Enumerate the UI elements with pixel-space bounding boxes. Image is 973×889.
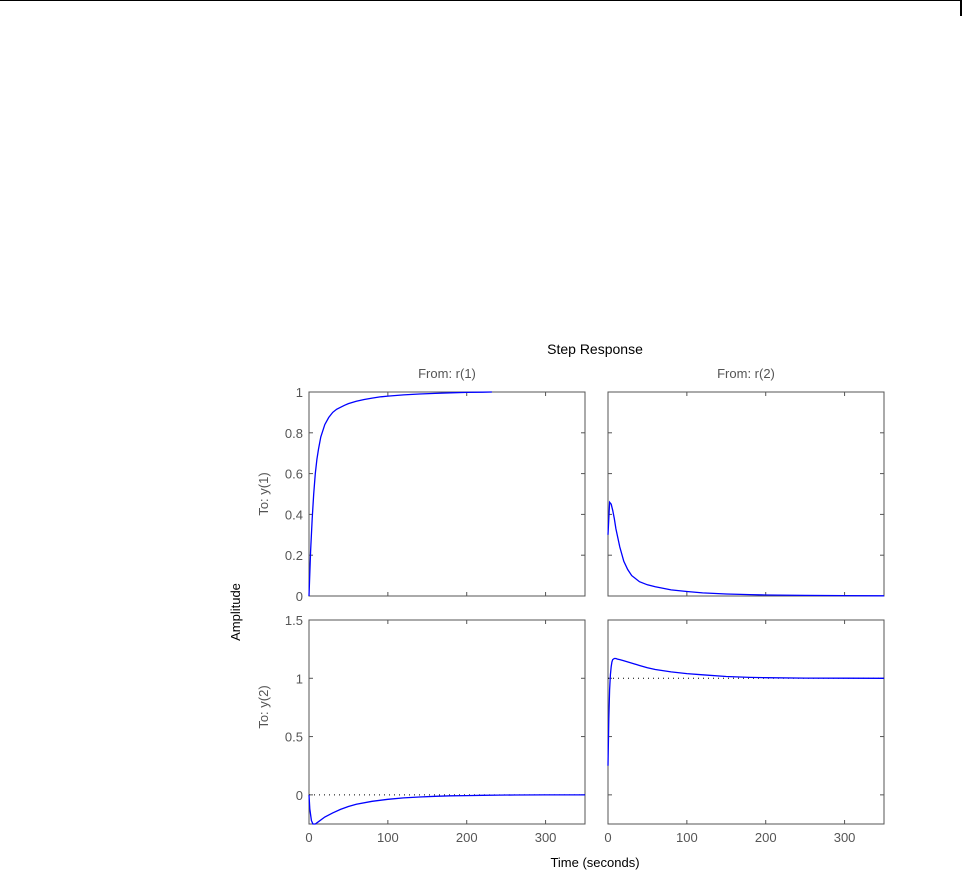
x-tick-label: 300 — [834, 830, 856, 845]
x-tick-label: 200 — [456, 830, 478, 845]
panel-frame — [308, 391, 586, 597]
x-tick-label: 100 — [676, 830, 698, 845]
response-curve — [308, 794, 585, 825]
chart-title: Step Response — [547, 341, 643, 357]
panel-frame — [607, 391, 885, 597]
panel-2-2: 0 100 200 300 — [604, 619, 885, 845]
row-label-y2: To: y(2) — [256, 685, 271, 728]
panel-frame — [607, 619, 885, 825]
response-curve — [308, 391, 492, 597]
panels-group: 0 0.2 0.4 0.6 0.8 1 0 100 200 300 0 0.5 1 1.5 0 100 200 3… — [285, 385, 885, 845]
y-tick-label: 0.6 — [285, 467, 303, 482]
column-title-r2: From: r(2) — [717, 366, 775, 381]
y-axis-label: Amplitude — [228, 583, 243, 641]
y-tick-label: 0 — [296, 788, 303, 803]
y-tick-label: 0 — [296, 589, 303, 604]
y-tick-label: 0.4 — [285, 507, 303, 522]
x-tick-label: 200 — [755, 830, 777, 845]
y-tick-label: 1 — [296, 671, 303, 686]
response-curve — [607, 657, 885, 766]
panel-1-2 — [607, 391, 885, 597]
y-tick-label: 1.5 — [285, 613, 303, 628]
header-tick — [960, 0, 962, 16]
y-tick-label: 1 — [296, 385, 303, 400]
y-tick-label: 0.5 — [285, 730, 303, 745]
panel-frame — [308, 619, 586, 825]
x-tick-label: 100 — [377, 830, 399, 845]
y-tick-label: 0.8 — [285, 426, 303, 441]
x-tick-label: 0 — [604, 830, 611, 845]
row-label-y1: To: y(1) — [256, 472, 271, 515]
y-tick-label: 0.2 — [285, 548, 303, 563]
header-rule — [0, 0, 960, 1]
x-tick-label: 300 — [535, 830, 557, 845]
response-curve — [607, 500, 885, 597]
x-axis-label: Time (seconds) — [550, 855, 639, 870]
column-title-r1: From: r(1) — [418, 366, 476, 381]
panel-1-1: 0 0.2 0.4 0.6 0.8 1 — [285, 385, 586, 604]
panel-2-1: 0 100 200 300 0 0.5 1 1.5 — [285, 613, 586, 845]
x-tick-label: 0 — [305, 830, 312, 845]
